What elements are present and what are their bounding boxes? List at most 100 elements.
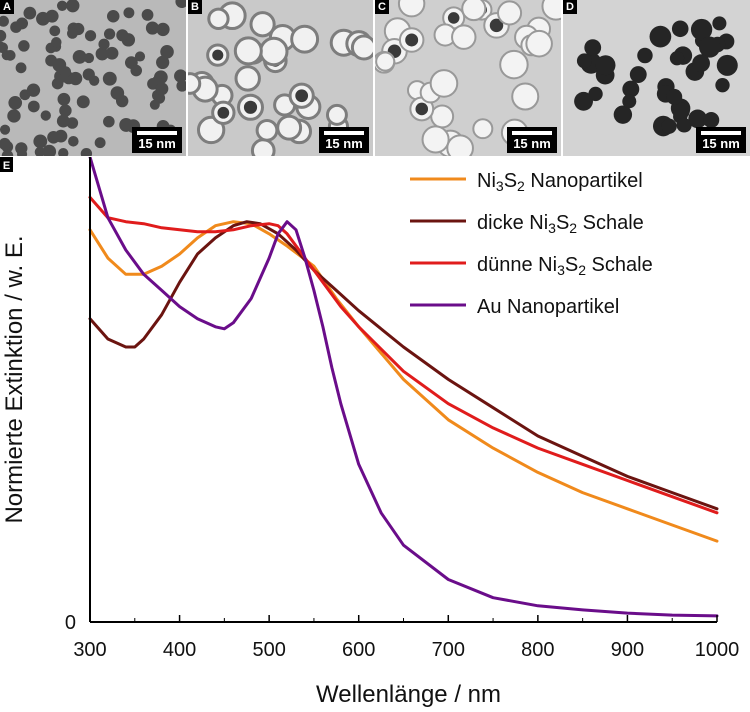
scale-bar-box: 15 nm xyxy=(696,127,746,153)
nanoparticle xyxy=(0,15,9,27)
scale-bar xyxy=(324,131,364,135)
nanoparticle xyxy=(350,34,373,61)
tem-micrograph xyxy=(188,0,373,156)
scale-bar-label: 15 nm xyxy=(513,136,551,151)
nanoparticle xyxy=(130,64,143,77)
nanoparticle xyxy=(123,7,135,19)
nanoparticle xyxy=(54,129,68,143)
nanoparticle xyxy=(690,18,713,41)
nanoparticle xyxy=(105,46,119,60)
nanoparticle xyxy=(259,36,289,67)
nanoparticle xyxy=(0,29,7,42)
nanoparticle xyxy=(446,134,474,156)
nanoparticle xyxy=(98,38,110,50)
series-line-0 xyxy=(88,220,719,543)
nanoparticle xyxy=(541,0,561,21)
nanoparticle xyxy=(584,39,602,57)
nanoparticle xyxy=(207,7,230,30)
nanoparticle xyxy=(0,137,11,150)
x-tick-label: 800 xyxy=(521,639,554,661)
nanoparticle xyxy=(155,82,169,96)
nanoparticle xyxy=(196,115,226,145)
nanoparticle xyxy=(145,21,160,35)
absorption-chart: E 300 400 500 600 700 800 900 1000 0 Wellenlänge /… xyxy=(0,157,739,708)
scale-bar-label: 15 nm xyxy=(325,136,363,151)
nanoparticle xyxy=(156,22,170,37)
panel-letter: A xyxy=(0,0,14,14)
nanoparticle xyxy=(66,0,80,13)
nanoparticle xyxy=(472,118,494,140)
nanoparticle xyxy=(56,114,70,128)
nanoparticle xyxy=(119,118,134,132)
tem-panel-d: D 15 nm xyxy=(563,0,750,156)
legend-label-2: dünne Ni3S2 Schale xyxy=(477,254,653,278)
nanoparticle xyxy=(451,24,477,50)
tem-panel-b: B 15 nm xyxy=(188,0,373,156)
nanoparticle xyxy=(397,0,426,18)
nanoparticle xyxy=(15,62,27,74)
nanoparticle xyxy=(72,49,87,64)
nanoparticle xyxy=(499,49,529,80)
nanoparticle xyxy=(115,94,129,108)
nanoparticle xyxy=(134,51,146,62)
y-axis-label: Normierte Extinktion / w. E. xyxy=(1,235,28,523)
scale-bar-box: 15 nm xyxy=(132,127,182,153)
nanoparticle xyxy=(68,136,79,147)
nanoparticle xyxy=(76,95,90,109)
nanoparticle xyxy=(58,148,69,156)
nanoparticle xyxy=(59,104,72,117)
nanoparticle xyxy=(103,28,116,40)
nanoparticle xyxy=(666,88,683,105)
nanoparticle xyxy=(27,100,40,113)
panel-letter: B xyxy=(188,0,202,14)
nanoparticle xyxy=(673,102,690,120)
nanoparticle xyxy=(59,66,72,78)
x-tick-label: 700 xyxy=(432,639,465,661)
nanoparticle xyxy=(176,80,186,92)
scale-bar-box: 15 nm xyxy=(319,127,369,153)
nanoparticle xyxy=(0,41,6,53)
nanoparticle xyxy=(676,117,691,133)
nanoparticle xyxy=(255,118,279,142)
nanoparticle xyxy=(16,17,29,30)
nanoparticle xyxy=(188,72,202,95)
legend-label-0: Ni3S2 Nanopartikel xyxy=(477,170,643,194)
nanoparticle xyxy=(18,40,30,52)
nanoparticle xyxy=(56,0,68,11)
nanoparticle xyxy=(34,146,46,156)
nanoparticle xyxy=(83,52,95,64)
particle-core xyxy=(243,100,258,114)
nanoparticle xyxy=(629,66,647,83)
nanoparticle xyxy=(7,109,21,123)
nanoparticle xyxy=(429,69,459,98)
scale-bar xyxy=(512,131,552,135)
nanoparticle xyxy=(276,114,303,141)
nanoparticle xyxy=(141,9,154,21)
nanoparticle xyxy=(574,91,593,111)
tem-micrograph xyxy=(0,0,186,156)
panel-letter-box xyxy=(0,157,13,172)
x-axis-label: Wellenlänge / nm xyxy=(316,681,501,708)
particle-core xyxy=(212,49,224,61)
nanoparticle xyxy=(249,11,276,38)
nanoparticle xyxy=(51,37,62,48)
legend-label-3: Au Nanopartikel xyxy=(477,296,619,318)
tem-panel-a: A 15 nm xyxy=(0,0,186,156)
nanoparticle xyxy=(67,28,78,39)
scale-bar xyxy=(137,131,177,135)
particle-core xyxy=(217,106,230,119)
particle-core xyxy=(415,102,429,116)
nanoparticle xyxy=(325,103,348,126)
nanoparticle xyxy=(4,50,16,61)
nanoparticle xyxy=(42,144,57,156)
nanoparticle xyxy=(0,124,11,135)
nanoparticle xyxy=(82,68,95,81)
nanoparticle xyxy=(671,20,689,38)
nanoparticle xyxy=(716,54,738,76)
x-tick-label: 600 xyxy=(342,639,375,661)
scale-bar xyxy=(701,131,741,135)
y-tick-label: 0 xyxy=(65,612,76,634)
nanoparticle xyxy=(595,55,616,76)
nanoparticle xyxy=(33,134,48,149)
nanoparticle xyxy=(421,125,450,154)
